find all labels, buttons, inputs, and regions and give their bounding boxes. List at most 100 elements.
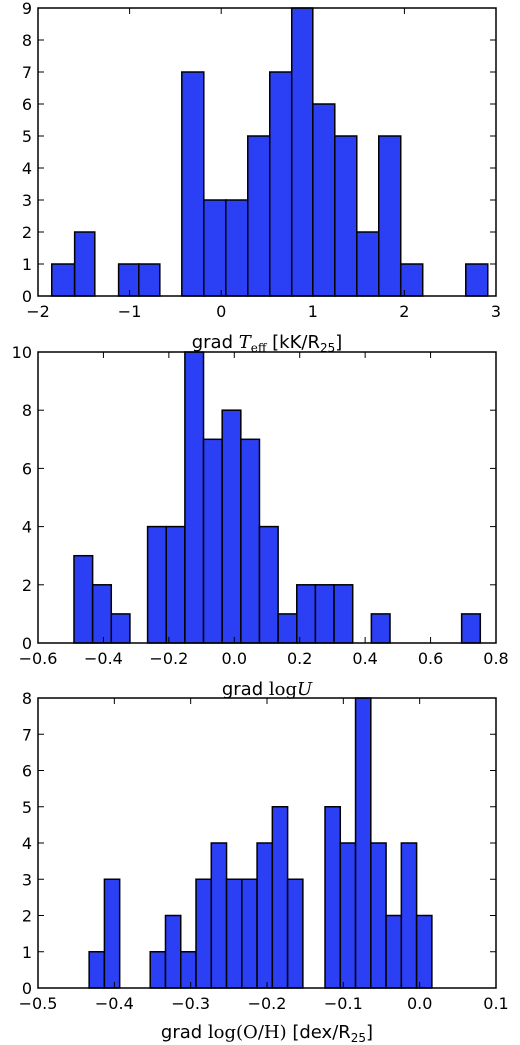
x-tick-label: 0.0 xyxy=(407,994,432,1013)
x-tick-label: 3 xyxy=(491,302,501,321)
histogram-bar-teff-13 xyxy=(378,135,402,297)
x-tick-label: −1 xyxy=(118,302,142,321)
histogram-bar-logu-3 xyxy=(146,525,167,644)
histogram-bar-teff-3 xyxy=(138,263,161,297)
x-tick-label: 0.8 xyxy=(483,649,508,668)
panel-oh-gradient: −0.5 −0.4 −0.3 −0.2 −0.1 0.0 0.1 0 1 2 3 4 5 6 7 8 grad … xyxy=(19,689,509,1045)
y-tick-label: 5 xyxy=(22,127,32,146)
y-tick-label: 4 xyxy=(22,834,32,853)
histogram-bar-logu-2 xyxy=(110,613,131,644)
histogram-bar-logu-11 xyxy=(296,584,317,644)
x-axis-label-part: 25 xyxy=(320,341,335,355)
histogram-bar-oh-6 xyxy=(210,842,228,989)
histogram-bar-teff-9 xyxy=(290,7,314,297)
histogram-bar-oh-16 xyxy=(385,914,403,989)
x-tick-label: 0.4 xyxy=(352,649,377,668)
histogram-bar-teff-5 xyxy=(203,199,227,297)
y-tick-label: 1 xyxy=(22,255,32,274)
y-tick-label: 3 xyxy=(22,191,32,210)
x-tick-label: −0.1 xyxy=(324,994,363,1013)
histogram-bar-oh-9 xyxy=(256,842,274,989)
histogram-bar-logu-12 xyxy=(314,584,335,644)
x-tick-label: 0.1 xyxy=(483,994,508,1013)
y-tick-label: 2 xyxy=(22,576,32,595)
histogram-bar-teff-8 xyxy=(268,71,293,297)
histogram-bar-oh-7 xyxy=(225,878,243,989)
x-tick-label: 0.2 xyxy=(287,649,312,668)
histogram-bar-oh-3 xyxy=(164,914,182,989)
y-tick-label: 10 xyxy=(12,343,32,362)
histogram-bar-oh-5 xyxy=(195,878,213,989)
y-tick-label: 6 xyxy=(22,762,32,781)
histogram-bar-oh-2 xyxy=(149,951,167,989)
histogram-bar-logu-13 xyxy=(333,584,354,644)
histogram-bar-logu-7 xyxy=(221,409,242,644)
histogram-bar-teff-15 xyxy=(465,263,489,297)
x-axis-label-part: [kK/R xyxy=(266,332,320,353)
histogram-bar-teff-6 xyxy=(225,199,249,297)
x-tick-label: 1 xyxy=(308,302,318,321)
histogram-bar-teff-7 xyxy=(247,135,271,297)
histogram-bar-teff-4 xyxy=(181,71,205,297)
y-tick-label: 7 xyxy=(22,63,32,82)
histogram-bar-logu-1 xyxy=(91,584,113,644)
histogram-bar-teff-10 xyxy=(312,103,336,297)
x-axis-label-part: eff xyxy=(251,341,268,355)
plot-frame xyxy=(37,7,497,297)
plot-frame xyxy=(37,351,497,644)
y-tick-label: 0 xyxy=(22,979,32,998)
x-tick-label: −0.3 xyxy=(171,994,210,1013)
histogram-bar-oh-11 xyxy=(286,878,304,989)
histogram-bar-oh-18 xyxy=(415,914,433,989)
x-axis-label-part: ] xyxy=(366,1022,373,1043)
histogram-bar-logu-9 xyxy=(258,525,279,644)
x-axis-label: grad logU xyxy=(222,679,313,700)
x-axis-label-part: T xyxy=(239,332,253,353)
histogram-bar-oh-10 xyxy=(271,806,289,989)
y-tick-label: 4 xyxy=(22,159,32,178)
y-tick-label: 6 xyxy=(22,459,32,478)
histogram-bar-logu-15 xyxy=(460,613,482,644)
x-tick-label: 0.0 xyxy=(222,649,247,668)
x-axis-label-part: U xyxy=(297,679,313,700)
x-axis-label-part: grad xyxy=(192,332,239,353)
y-tick-label: 2 xyxy=(22,223,32,242)
y-tick-label: 8 xyxy=(22,401,32,420)
x-axis-label-part: grad xyxy=(222,679,269,700)
x-tick-label: −0.4 xyxy=(84,649,123,668)
x-axis-label-part: 25 xyxy=(351,1031,366,1045)
x-axis-label: grad Teff [kK/R25] xyxy=(192,332,343,355)
x-tick-label: 0 xyxy=(216,302,226,321)
histogram-bar-logu-5 xyxy=(184,351,205,644)
x-axis-label-part: log(O/H) xyxy=(208,1022,287,1043)
histogram-bar-oh-0 xyxy=(88,951,106,989)
histogram-bar-teff-0 xyxy=(50,263,76,297)
y-tick-label: 8 xyxy=(22,31,32,50)
histogram-bar-oh-13 xyxy=(339,842,357,989)
y-tick-label: 0 xyxy=(22,634,32,653)
histogram-bar-logu-4 xyxy=(165,525,186,644)
y-tick-label: 3 xyxy=(22,870,32,889)
x-axis-label-part: log xyxy=(269,679,297,700)
histogram-bar-oh-17 xyxy=(400,842,418,989)
histogram-bar-logu-14 xyxy=(370,613,391,644)
x-tick-label: −0.4 xyxy=(95,994,134,1013)
histogram-bar-teff-12 xyxy=(356,231,380,297)
histogram-bar-oh-14 xyxy=(354,697,372,989)
y-tick-label: 8 xyxy=(22,689,32,708)
histogram-bar-teff-2 xyxy=(117,263,140,297)
histogram-bar-teff-11 xyxy=(334,135,358,297)
panel-teff-gradient: −2 −1 0 1 2 3 0 1 2 3 4 5 6 7 8 9 grad Teff [kK/R25] xyxy=(22,0,501,355)
x-tick-label: −0.2 xyxy=(149,649,188,668)
x-axis-label-part: ] xyxy=(335,332,342,353)
histogram-bar-oh-12 xyxy=(324,806,342,989)
histogram-bar-teff-1 xyxy=(73,231,96,297)
histogram-bar-logu-6 xyxy=(202,438,223,644)
x-tick-label: −0.5 xyxy=(19,994,58,1013)
y-tick-label: 7 xyxy=(22,725,32,744)
x-tick-label: −0.6 xyxy=(19,649,58,668)
x-axis-label-part: [dex/R xyxy=(287,1022,351,1043)
x-axis-label-part: grad xyxy=(161,1022,208,1043)
histogram-bar-logu-10 xyxy=(277,613,298,644)
histogram-bar-oh-15 xyxy=(370,842,387,989)
